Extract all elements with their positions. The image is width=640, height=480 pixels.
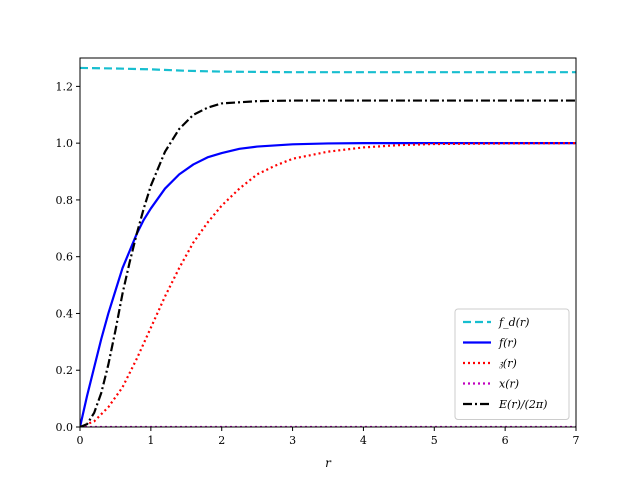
x-tick-label: 4: [360, 434, 367, 447]
y-tick-label: 1.2: [56, 80, 74, 93]
x-tick-label: 2: [218, 434, 225, 447]
y-tick-label: 0.4: [56, 307, 74, 320]
plot-frame: [79, 57, 577, 428]
x-tick-label: 3: [289, 434, 296, 447]
y-tick-label: 0.8: [56, 194, 74, 207]
legend-label-0: f_d(r): [498, 316, 529, 329]
y-tick-label: 0.0: [56, 421, 74, 434]
legend: f_d(r) f(r) 𝔷(r) x(r) E(r)/(2π): [454, 308, 570, 420]
y-tick-label: 1.0: [56, 137, 74, 150]
series-line-0: [80, 66, 576, 74]
x-tick-label: 0: [77, 434, 84, 447]
legend-label-1: f(r): [498, 337, 517, 350]
x-tick-label: 5: [431, 434, 438, 447]
x-axis-label: r: [325, 456, 332, 470]
y-tick-label: 0.2: [56, 364, 74, 377]
x-tick-label: 7: [573, 434, 580, 447]
x-tick-label: 1: [147, 434, 154, 447]
y-tick-label: 0.6: [56, 251, 74, 264]
legend-label-4: E(r)/(2π): [498, 398, 547, 411]
axes-layer: 0 1 2 3 4 5 6 7 0.0 0.2 0.4 0.6 0.8 1.0 1.2: [56, 57, 580, 447]
legend-label-3: x(r): [499, 378, 519, 391]
series-line-2: [80, 142, 576, 427]
x-tick-label: 6: [502, 434, 509, 447]
series-line-1: [80, 142, 576, 427]
series-line-4: [80, 99, 576, 427]
legend-label-2: 𝔷(r): [499, 357, 517, 370]
series-layer: [80, 66, 576, 427]
legend-box: [454, 308, 570, 420]
